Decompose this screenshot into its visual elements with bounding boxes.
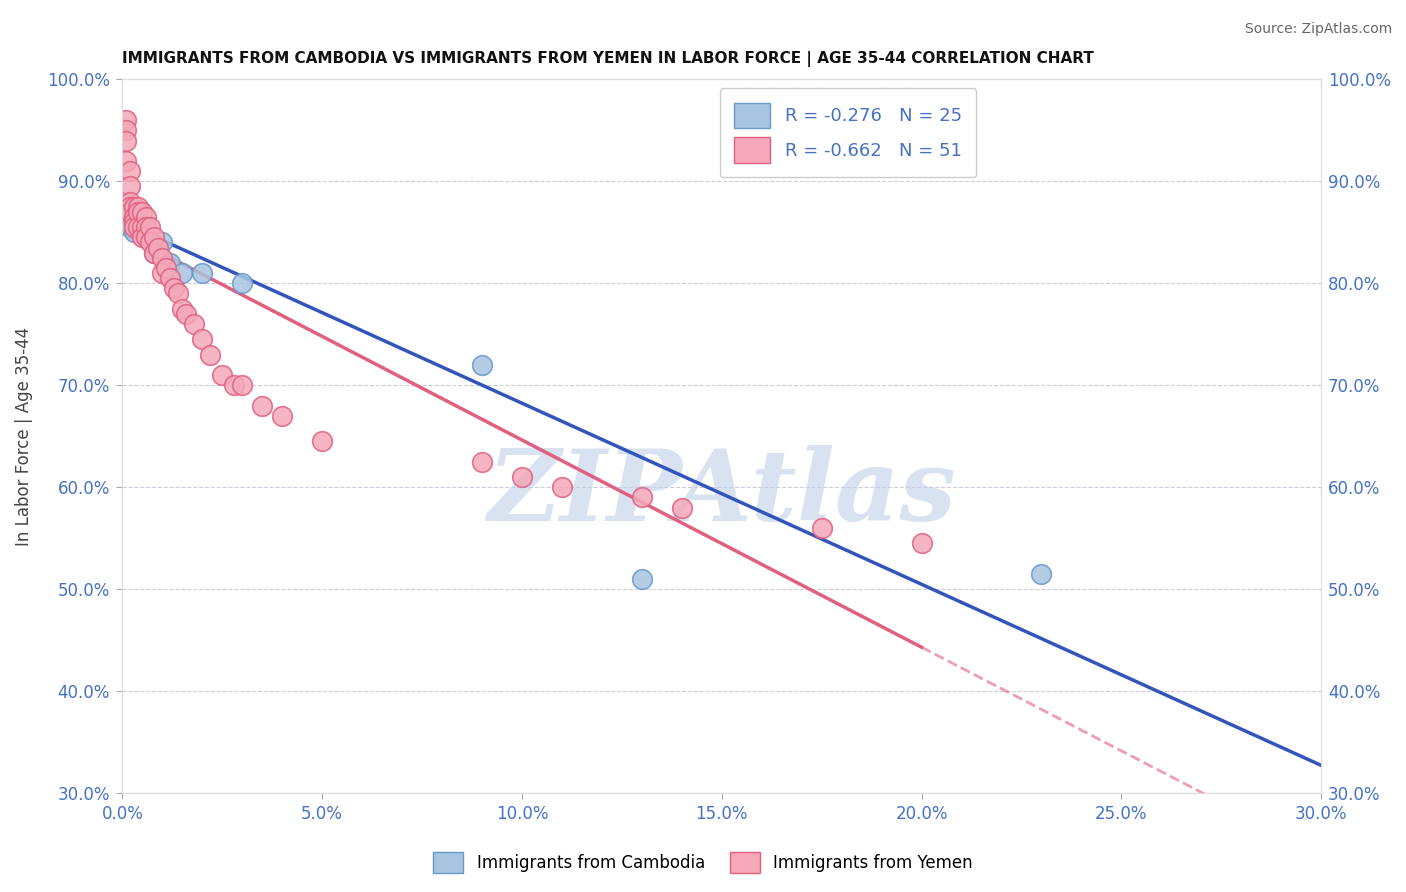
Point: [810, 521, 832, 535]
Point: [150, 235, 173, 250]
Point: [551, 480, 574, 494]
Point: [124, 200, 146, 214]
Point: [135, 225, 157, 239]
Point: [139, 230, 162, 244]
Point: [127, 205, 149, 219]
Point: [115, 153, 138, 168]
Point: [163, 281, 186, 295]
Point: [167, 286, 190, 301]
Point: [172, 301, 194, 316]
Point: [124, 215, 146, 229]
Point: [231, 277, 253, 291]
Point: [120, 220, 142, 235]
Point: [224, 378, 246, 392]
Point: [231, 378, 253, 392]
Point: [115, 200, 138, 214]
Text: Source: ZipAtlas.com: Source: ZipAtlas.com: [1244, 22, 1392, 37]
Y-axis label: In Labor Force | Age 35-44: In Labor Force | Age 35-44: [15, 326, 32, 546]
Point: [471, 455, 494, 469]
Point: [172, 266, 194, 280]
Point: [131, 220, 153, 235]
Point: [200, 348, 222, 362]
Point: [120, 210, 142, 224]
Point: [115, 215, 138, 229]
Point: [124, 220, 146, 235]
Point: [115, 113, 138, 128]
Point: [159, 271, 181, 285]
Text: ZIPAtlas: ZIPAtlas: [488, 445, 956, 541]
Point: [127, 200, 149, 214]
Text: IMMIGRANTS FROM CAMBODIA VS IMMIGRANTS FROM YEMEN IN LABOR FORCE | AGE 35-44 COR: IMMIGRANTS FROM CAMBODIA VS IMMIGRANTS F…: [122, 51, 1094, 67]
Point: [131, 205, 153, 219]
Point: [630, 491, 652, 505]
Point: [155, 260, 177, 275]
Point: [127, 210, 149, 224]
Point: [131, 220, 153, 235]
Point: [135, 230, 157, 244]
Point: [183, 317, 205, 331]
Point: [176, 307, 198, 321]
Point: [471, 358, 494, 372]
Point: [115, 123, 138, 137]
Point: [143, 245, 166, 260]
Point: [311, 434, 333, 449]
Point: [1031, 566, 1053, 581]
Point: [127, 220, 149, 235]
Legend: R = -0.276   N = 25, R = -0.662   N = 51: R = -0.276 N = 25, R = -0.662 N = 51: [720, 88, 976, 178]
Point: [135, 220, 157, 235]
Point: [159, 256, 181, 270]
Point: [139, 220, 162, 235]
Point: [510, 470, 533, 484]
Point: [120, 200, 142, 214]
Point: [252, 399, 274, 413]
Point: [211, 368, 233, 382]
Point: [910, 536, 932, 550]
Point: [143, 245, 166, 260]
Point: [143, 230, 166, 244]
Point: [120, 164, 142, 178]
Point: [124, 210, 146, 224]
Point: [271, 409, 294, 423]
Point: [150, 251, 173, 265]
Point: [671, 500, 693, 515]
Legend: Immigrants from Cambodia, Immigrants from Yemen: Immigrants from Cambodia, Immigrants fro…: [426, 846, 980, 880]
Point: [131, 215, 153, 229]
Point: [191, 332, 214, 346]
Point: [191, 266, 214, 280]
Point: [630, 572, 652, 586]
Point: [120, 205, 142, 219]
Point: [115, 134, 138, 148]
Point: [120, 205, 142, 219]
Point: [124, 210, 146, 224]
Point: [120, 200, 142, 214]
Point: [120, 194, 142, 209]
Point: [127, 220, 149, 235]
Point: [124, 225, 146, 239]
Point: [131, 230, 153, 244]
Point: [120, 179, 142, 194]
Point: [148, 241, 170, 255]
Point: [135, 210, 157, 224]
Point: [115, 205, 138, 219]
Point: [124, 205, 146, 219]
Point: [139, 235, 162, 250]
Point: [150, 266, 173, 280]
